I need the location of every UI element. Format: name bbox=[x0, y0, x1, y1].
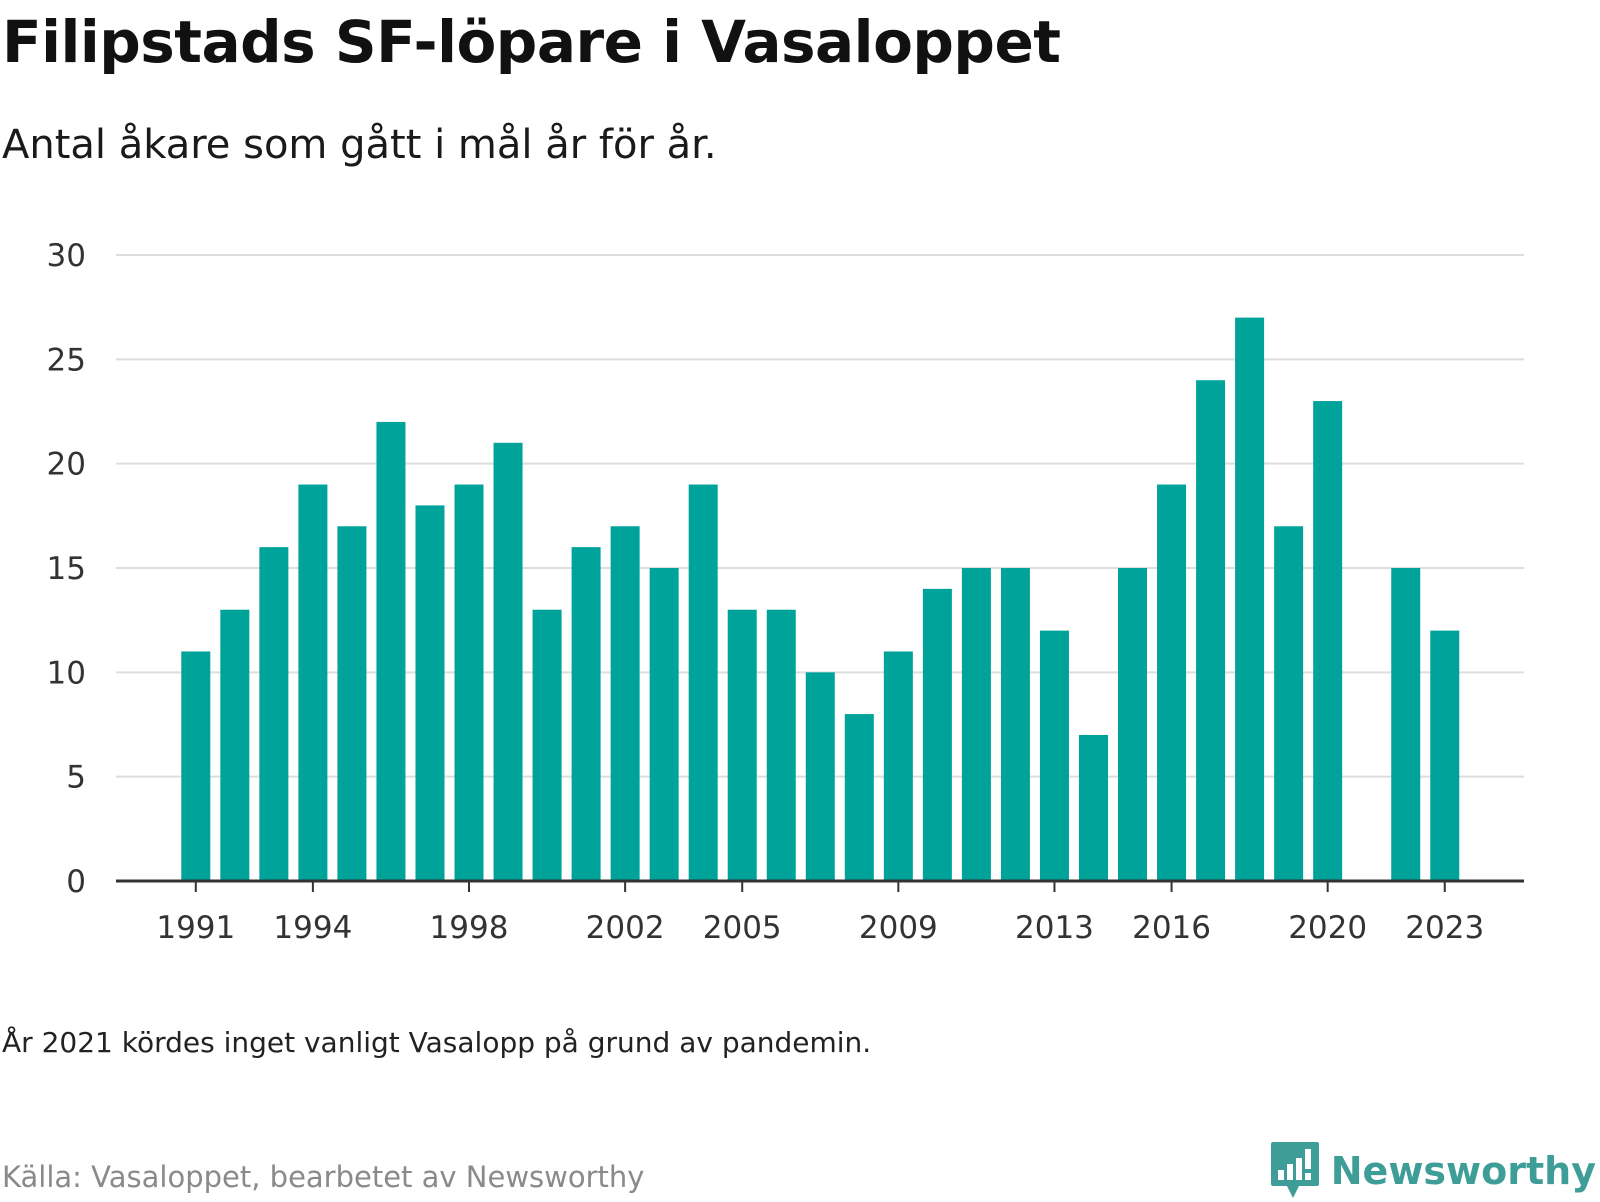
bar-2018 bbox=[1235, 317, 1265, 882]
bar-chart: 0 5 10 15 20 25 30 1991 1994 1998 2002 2005 2009 201… bbox=[47, 238, 1524, 946]
x-tick-label: 1991 bbox=[156, 910, 235, 946]
y-tick-label: 25 bbox=[47, 342, 86, 378]
bar-2005 bbox=[727, 609, 757, 881]
y-tick-label: 15 bbox=[47, 551, 86, 587]
source-line: Källa: Vasaloppet, bearbetet av Newswort… bbox=[2, 1160, 645, 1194]
bar-1999 bbox=[493, 442, 523, 881]
y-tick-label: 0 bbox=[66, 864, 86, 900]
bar-2019 bbox=[1274, 526, 1304, 881]
y-tick-label: 10 bbox=[47, 655, 86, 691]
bar-1995 bbox=[337, 526, 367, 881]
x-tick-label: 2005 bbox=[703, 910, 782, 946]
bar-2007 bbox=[805, 672, 835, 881]
bar-2010 bbox=[922, 588, 952, 881]
bar-2009 bbox=[883, 651, 913, 881]
y-axis-ticks: 0 5 10 15 20 25 30 bbox=[47, 238, 86, 900]
bar-2014 bbox=[1078, 734, 1108, 881]
bar-1997 bbox=[415, 505, 445, 881]
bar-2015 bbox=[1118, 568, 1148, 881]
x-tick-label: 2013 bbox=[1015, 910, 1094, 946]
x-axis-ticks: 1991 1994 1998 2002 2005 2009 2013 2016 2020 2023 bbox=[156, 881, 1484, 946]
page-title: Filipstads SF-löpare i Vasaloppet bbox=[2, 8, 1061, 76]
x-tick-label: 1998 bbox=[430, 910, 509, 946]
page-subtitle: Antal åkare som gått i mål år för år. bbox=[2, 122, 717, 168]
bar-2022 bbox=[1391, 568, 1421, 881]
x-tick-label: 2002 bbox=[586, 910, 665, 946]
bar-2013 bbox=[1039, 630, 1069, 881]
bar-1996 bbox=[376, 421, 406, 881]
bar-1991 bbox=[181, 651, 211, 881]
bar-2002 bbox=[610, 526, 640, 881]
y-tick-label: 30 bbox=[47, 238, 86, 274]
bar-2020 bbox=[1313, 401, 1343, 881]
x-tick-label: 2020 bbox=[1288, 910, 1367, 946]
bar-2012 bbox=[1000, 568, 1030, 881]
brand-name: Newsworthy bbox=[1330, 1149, 1596, 1193]
bar-2000 bbox=[532, 609, 562, 881]
bar-2006 bbox=[766, 609, 796, 881]
x-tick-label: 2016 bbox=[1132, 910, 1211, 946]
x-tick-label: 1994 bbox=[273, 910, 352, 946]
x-tick-label: 2023 bbox=[1405, 910, 1484, 946]
bar-2001 bbox=[571, 547, 601, 881]
bar-1992 bbox=[220, 609, 250, 881]
bar-1998 bbox=[454, 484, 484, 881]
bar-2011 bbox=[961, 568, 991, 881]
y-tick-label: 20 bbox=[47, 447, 86, 483]
chart-footnote: År 2021 kördes inget vanligt Vasalopp på… bbox=[2, 1026, 872, 1059]
bar-2023 bbox=[1430, 630, 1460, 881]
bars bbox=[181, 317, 1460, 882]
x-tick-label: 2009 bbox=[859, 910, 938, 946]
bar-2016 bbox=[1157, 484, 1187, 881]
bar-2003 bbox=[649, 568, 679, 881]
newsworthy-logo-icon bbox=[1270, 1142, 1319, 1198]
bar-2017 bbox=[1196, 380, 1226, 881]
brand: Newsworthy bbox=[1269, 1140, 1596, 1202]
bar-2004 bbox=[688, 484, 718, 881]
bar-2008 bbox=[844, 714, 874, 881]
bar-1994 bbox=[298, 484, 328, 881]
y-tick-label: 5 bbox=[66, 760, 86, 796]
bar-1993 bbox=[259, 547, 289, 881]
